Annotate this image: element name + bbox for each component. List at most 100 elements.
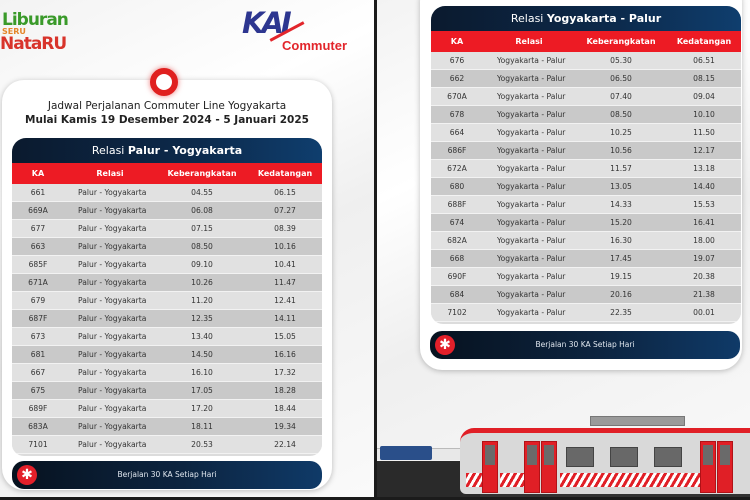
table-title-route: Yogyakarta - Palur [546,12,662,25]
cell-ka: 681 [30,350,46,359]
cell-ka: 687F [28,314,48,323]
table-title-prefix: Relasi [91,144,125,157]
cell-keberangkatan: 06.08 [191,206,213,215]
cell-kedatangan: 10.41 [274,260,296,269]
asterisk-icon: ✱ [17,465,37,485]
holiday-logo-line2: SERU [2,27,26,36]
cell-keberangkatan: 15.20 [610,218,632,227]
cell-kedatangan: 11.47 [274,278,296,287]
table-row: 670A Yogyakarta - Palur 07.40 09.04 [431,88,741,106]
cell-ka: 7102 [447,308,467,317]
table-row: 687F Palur - Yogyakarta 12.35 14.11 [12,310,322,328]
cell-keberangkatan: 09.10 [191,260,213,269]
footer-text: Berjalan 30 KA Setiap Hari [117,470,217,479]
cell-kedatangan: 12.17 [693,146,715,155]
table-body: 676 Yogyakarta - Palur 05.30 06.51 662 Yogyak… [431,52,741,322]
table-header: KA Relasi Keberangkatan Kedatangan [431,31,741,52]
cell-keberangkatan: 16.30 [610,236,632,245]
cell-keberangkatan: 07.40 [610,92,632,101]
cell-keberangkatan: 11.20 [191,296,213,305]
ring-icon [150,68,178,96]
cell-keberangkatan: 20.16 [610,290,632,299]
cell-relasi: Palur - Yogyakarta [78,440,147,449]
cell-ka: 673 [30,332,46,341]
cell-keberangkatan: 22.35 [610,308,632,317]
table-row: 686F Yogyakarta - Palur 10.56 12.17 [431,142,741,160]
cell-ka: 664 [449,128,465,137]
table-row: 689F Palur - Yogyakarta 17.20 18.44 [12,400,322,418]
train-window [610,447,638,467]
schedule-table-yogyakarta-palur: Relasi Yogyakarta - Palur KA Relasi Kebe… [431,6,741,324]
table-row: 675 Palur - Yogyakarta 17.05 18.28 [12,382,322,400]
table-row: 677 Palur - Yogyakarta 07.15 08.39 [12,220,322,238]
cell-kedatangan: 16.16 [274,350,296,359]
cell-ka: 679 [30,296,46,305]
cell-keberangkatan: 10.25 [610,128,632,137]
table-row: 683A Palur - Yogyakarta 18.11 19.34 [12,418,322,436]
cell-relasi: Yogyakarta - Palur [497,146,566,155]
train-window [654,447,682,467]
footer-text: Berjalan 30 KA Setiap Hari [535,340,635,349]
cell-kedatangan: 06.15 [274,188,296,197]
table-row: 661 Palur - Yogyakarta 04.55 06.15 [12,184,322,202]
table-title: Relasi Yogyakarta - Palur [431,6,741,31]
cell-relasi: Palur - Yogyakarta [78,224,147,233]
train-pantograph [590,416,685,426]
cell-kedatangan: 20.38 [693,272,715,281]
cell-ka: 680 [449,182,465,191]
schedule-table-palur-yogyakarta: Relasi Palur - Yogyakarta KA Relasi Kebe… [12,138,322,456]
cell-relasi: Yogyakarta - Palur [497,182,566,191]
table-title: Relasi Palur - Yogyakarta [12,138,322,163]
schedule-date-range: Mulai Kamis 19 Desember 2024 - 5 Januari… [25,114,309,126]
table-row: 7101 Palur - Yogyakarta 20.53 22.14 [12,436,322,454]
cell-keberangkatan: 17.05 [191,386,213,395]
cell-ka: 682A [447,236,467,245]
cell-relasi: Palur - Yogyakarta [78,386,147,395]
cell-kedatangan: 19.07 [693,254,715,263]
cell-keberangkatan: 06.50 [610,74,632,83]
cell-ka: 685F [28,260,48,269]
cell-kedatangan: 14.40 [693,182,715,191]
column-header-relasi: Relasi [96,169,124,178]
cell-kedatangan: 10.10 [693,110,715,119]
cell-kedatangan: 18.28 [274,386,296,395]
table-title-prefix: Relasi [510,12,544,25]
cell-ka: 688F [447,200,467,209]
cell-keberangkatan: 04.55 [191,188,213,197]
cell-kedatangan: 21.38 [693,290,715,299]
train-door [524,441,540,493]
train-door [482,441,498,493]
column-header-ka: KA [31,169,45,178]
cell-kedatangan: 15.53 [693,200,715,209]
cell-kedatangan: 19.34 [274,422,296,431]
cell-keberangkatan: 17.20 [191,404,213,413]
cell-keberangkatan: 10.56 [610,146,632,155]
table-row: 664 Yogyakarta - Palur 10.25 11.50 [431,124,741,142]
footer-banner: ✱ Berjalan 30 KA Setiap Hari [430,331,740,359]
cell-kedatangan: 08.15 [693,74,715,83]
column-header-kedatangan: Kedatangan [257,169,313,178]
cell-relasi: Yogyakarta - Palur [497,164,566,173]
table-row: 667 Palur - Yogyakarta 16.10 17.32 [12,364,322,382]
cell-relasi: Palur - Yogyakarta [78,296,147,305]
cell-keberangkatan: 12.35 [191,314,213,323]
cell-kedatangan: 22.14 [274,440,296,449]
cell-keberangkatan: 08.50 [610,110,632,119]
table-row: 7102 Yogyakarta - Palur 22.35 00.01 [431,304,741,322]
cell-ka: 675 [30,386,46,395]
cell-kedatangan: 09.04 [693,92,715,101]
cell-relasi: Palur - Yogyakarta [78,188,147,197]
cell-kedatangan: 17.32 [274,368,296,377]
cell-keberangkatan: 10.26 [191,278,213,287]
cell-ka: 668 [449,254,465,263]
train-window [566,447,594,467]
cell-ka: 671A [28,278,48,287]
cell-kedatangan: 08.39 [274,224,296,233]
table-row: 674 Yogyakarta - Palur 15.20 16.41 [431,214,741,232]
column-header-keberangkatan: Keberangkatan [167,169,237,178]
cell-kedatangan: 11.50 [693,128,715,137]
cell-relasi: Yogyakarta - Palur [497,254,566,263]
train-door [700,441,716,493]
cell-keberangkatan: 07.15 [191,224,213,233]
